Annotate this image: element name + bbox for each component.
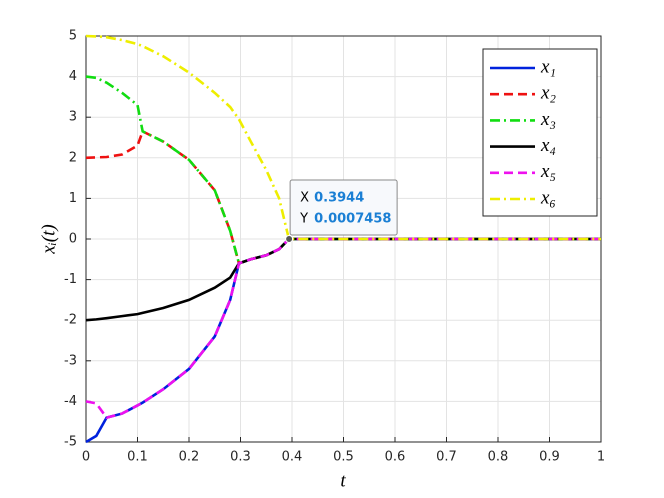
x-tick-label: 0 [82, 450, 90, 465]
x-tick-label: 0.7 [436, 450, 457, 465]
datatip-point [285, 234, 294, 243]
datatip-box [289, 179, 398, 236]
y-axis-label: xᵢ(t) [38, 224, 59, 254]
x-tick-label: 0.8 [488, 450, 509, 465]
x-axis-label: t [340, 470, 346, 491]
x-tick-label: 0.9 [539, 450, 560, 465]
x-tick-label: 0.4 [282, 450, 303, 465]
y-tick-label: 3 [69, 110, 77, 125]
datatip-y-name: Y [299, 211, 308, 226]
legend-label: x₄ [540, 135, 556, 156]
legend: x₁ x₂ x₃ x₄ x₅ x₆ [482, 48, 598, 217]
x-tick-label: 0.3 [230, 450, 251, 465]
legend-box [482, 48, 598, 217]
legend-label: x₆ [540, 187, 556, 208]
y-tick-label: 4 [69, 69, 77, 84]
y-tick-label: -5 [64, 435, 77, 450]
y-tick-label: -2 [64, 313, 77, 328]
legend-label: x₂ [540, 83, 556, 104]
x-tick-label: 0.1 [127, 450, 148, 465]
x-tick-label: 0.5 [333, 450, 354, 465]
x-tick-label: 0.2 [179, 450, 200, 465]
legend-label: x₅ [540, 161, 556, 182]
x-tick-label: 0.6 [385, 450, 406, 465]
datatip-y-value: 0.0007458 [314, 211, 391, 226]
series-line [85, 237, 601, 420]
legend-label: x₃ [540, 109, 556, 130]
y-tick-label: -3 [64, 353, 77, 368]
legend-label: x₁ [540, 56, 556, 77]
y-tick-label: 1 [69, 191, 77, 206]
series-line [85, 34, 601, 241]
y-tick-label: 2 [69, 150, 77, 165]
x-tick-label: 1 [597, 450, 605, 465]
datatip-x-name: X [300, 190, 309, 205]
y-tick-label: -1 [64, 272, 77, 287]
y-tick-label: -4 [64, 394, 77, 409]
datatip-x-value: 0.3944 [314, 190, 364, 205]
y-tick-label: 5 [69, 29, 77, 44]
y-tick-label: 0 [69, 232, 77, 247]
